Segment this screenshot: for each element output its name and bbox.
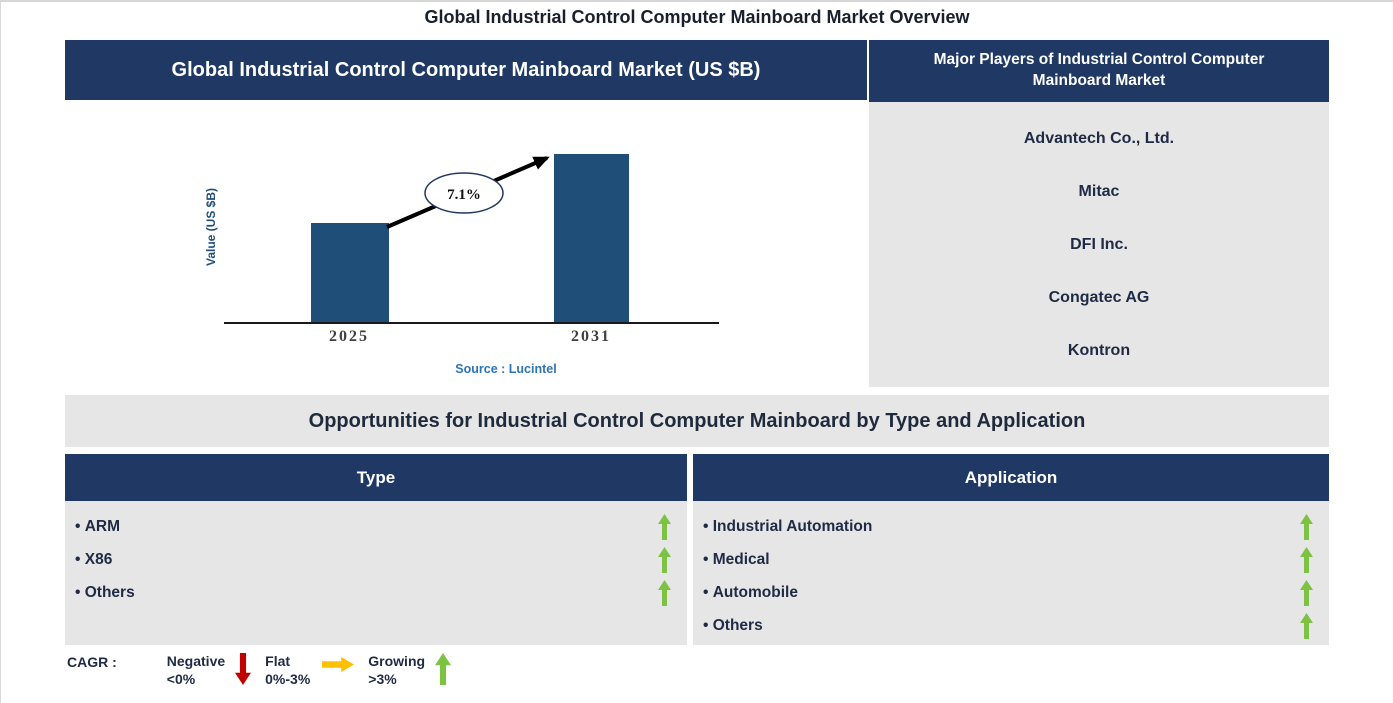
legend-name: Negative (166, 653, 226, 669)
legend-item-flat: Flat 0%-3% (265, 652, 368, 688)
table-row: Others (703, 609, 1313, 642)
row-label: Medical (703, 551, 770, 569)
page-title: Global Industrial Control Computer Mainb… (424, 7, 970, 27)
table-row: ARM (75, 510, 671, 543)
legend-range: >3% (368, 671, 397, 688)
legend-range: <0% (166, 671, 196, 688)
row-label: X86 (75, 551, 113, 569)
row-label: Industrial Automation (703, 518, 873, 536)
source-label: Source : Lucintel (455, 362, 557, 376)
cagr-legend: CAGR : Negative <0% Flat 0%-3% Growing >… (67, 652, 465, 688)
legend-name: Flat (265, 653, 291, 669)
players-list: Advantech Co., Ltd. Mitac DFI Inc. Conga… (869, 102, 1329, 387)
cagr-value-label: 7.1% (447, 187, 481, 203)
cagr-down-icon (235, 653, 252, 685)
player-name: DFI Inc. (1070, 235, 1128, 253)
chart-panel-header: Global Industrial Control Computer Mainb… (65, 40, 867, 100)
legend-item-negative: Negative <0% (167, 652, 265, 688)
application-table: Industrial Automation Medical Automobile… (693, 501, 1329, 645)
trend-up-icon (658, 546, 671, 573)
legend-item-growing: Growing >3% (368, 652, 465, 688)
cagr-growing-icon (435, 653, 452, 685)
row-label: Automobile (703, 584, 798, 602)
opportunities-title: Opportunities for Industrial Control Com… (65, 395, 1329, 447)
table-row: X86 (75, 543, 671, 576)
trend-up-icon (658, 513, 671, 540)
table-row: Automobile (703, 576, 1313, 609)
row-label: ARM (75, 518, 120, 536)
application-table-header: Application (693, 454, 1329, 501)
trend-up-icon (1300, 612, 1313, 639)
table-row: Medical (703, 543, 1313, 576)
bar-2031 (554, 154, 629, 323)
market-bar-chart: Value (US $B) 7.1% 2025 2031 Source : Lu… (65, 100, 867, 395)
chart-panel-title: Global Industrial Control Computer Mainb… (171, 58, 761, 81)
trend-up-icon (1300, 546, 1313, 573)
trend-up-icon (1300, 513, 1313, 540)
table-row: Industrial Automation (703, 510, 1313, 543)
table-row: Others (75, 576, 671, 609)
bar-2025 (311, 223, 389, 323)
type-table-header: Type (65, 454, 687, 501)
x-tick-2025: 2025 (329, 328, 369, 345)
cagr-ellipse (424, 172, 504, 214)
players-panel-title: Major Players of Industrial Control Comp… (933, 51, 1265, 89)
player-name: Congatec AG (1048, 288, 1150, 306)
player-name: Advantech Co., Ltd. (1023, 129, 1175, 147)
legend-range: 0%-3% (265, 671, 311, 688)
row-label: Others (703, 617, 763, 635)
x-tick-2031: 2031 (571, 328, 611, 345)
trend-up-icon (1300, 579, 1313, 606)
legend-name: Growing (368, 653, 426, 669)
cagr-flat-icon (322, 657, 355, 672)
player-name: Kontron (1067, 341, 1131, 359)
players-panel-header: Major Players of Industrial Control Comp… (869, 40, 1329, 102)
cagr-legend-label: CAGR : (67, 654, 117, 670)
chart-overlay: 7.1% (224, 156, 719, 324)
type-table: ARM X86 Others (65, 501, 687, 645)
trend-up-icon (658, 579, 671, 606)
row-label: Others (75, 584, 135, 602)
player-name: Mitac (1078, 182, 1120, 200)
